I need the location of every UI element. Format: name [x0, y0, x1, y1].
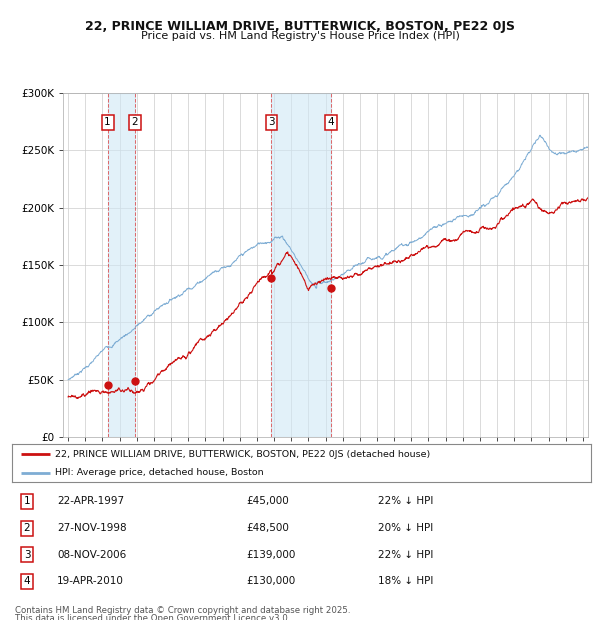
Text: 2: 2 [23, 523, 31, 533]
Text: £45,000: £45,000 [246, 497, 289, 507]
Text: 4: 4 [23, 577, 31, 587]
Text: 22% ↓ HPI: 22% ↓ HPI [378, 497, 433, 507]
Text: Price paid vs. HM Land Registry's House Price Index (HPI): Price paid vs. HM Land Registry's House … [140, 31, 460, 41]
Text: 1: 1 [23, 497, 31, 507]
Text: 22, PRINCE WILLIAM DRIVE, BUTTERWICK, BOSTON, PE22 0JS: 22, PRINCE WILLIAM DRIVE, BUTTERWICK, BO… [85, 20, 515, 33]
Text: 22-APR-1997: 22-APR-1997 [57, 497, 124, 507]
Text: £48,500: £48,500 [246, 523, 289, 533]
Text: 27-NOV-1998: 27-NOV-1998 [57, 523, 127, 533]
Text: 22, PRINCE WILLIAM DRIVE, BUTTERWICK, BOSTON, PE22 0JS (detached house): 22, PRINCE WILLIAM DRIVE, BUTTERWICK, BO… [55, 450, 431, 459]
Bar [107, 93, 135, 437]
Text: 4: 4 [328, 117, 334, 127]
Text: 18% ↓ HPI: 18% ↓ HPI [378, 577, 433, 587]
Text: This data is licensed under the Open Government Licence v3.0.: This data is licensed under the Open Gov… [15, 614, 290, 620]
Text: 22% ↓ HPI: 22% ↓ HPI [378, 550, 433, 560]
Text: 2: 2 [132, 117, 139, 127]
Text: 3: 3 [23, 550, 31, 560]
Text: £139,000: £139,000 [246, 550, 295, 560]
Bar [271, 93, 331, 437]
Text: 1: 1 [104, 117, 111, 127]
Text: £130,000: £130,000 [246, 577, 295, 587]
Text: 20% ↓ HPI: 20% ↓ HPI [378, 523, 433, 533]
Text: 19-APR-2010: 19-APR-2010 [57, 577, 124, 587]
Text: 3: 3 [268, 117, 275, 127]
Text: HPI: Average price, detached house, Boston: HPI: Average price, detached house, Bost… [55, 468, 264, 477]
Text: 08-NOV-2006: 08-NOV-2006 [57, 550, 126, 560]
Text: Contains HM Land Registry data © Crown copyright and database right 2025.: Contains HM Land Registry data © Crown c… [15, 606, 350, 616]
